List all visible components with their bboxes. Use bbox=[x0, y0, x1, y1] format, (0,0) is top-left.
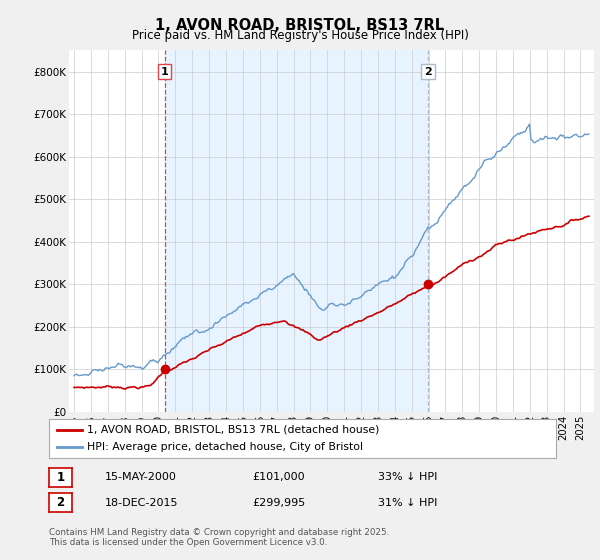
Text: £299,995: £299,995 bbox=[252, 498, 305, 508]
Text: 33% ↓ HPI: 33% ↓ HPI bbox=[378, 472, 437, 482]
Text: 31% ↓ HPI: 31% ↓ HPI bbox=[378, 498, 437, 508]
Bar bbox=[165, 50, 428, 412]
Text: Price paid vs. HM Land Registry's House Price Index (HPI): Price paid vs. HM Land Registry's House … bbox=[131, 29, 469, 42]
Text: HPI: Average price, detached house, City of Bristol: HPI: Average price, detached house, City… bbox=[87, 442, 363, 452]
Text: 18-DEC-2015: 18-DEC-2015 bbox=[105, 498, 179, 508]
Text: 1, AVON ROAD, BRISTOL, BS13 7RL: 1, AVON ROAD, BRISTOL, BS13 7RL bbox=[155, 18, 445, 33]
Text: 15-MAY-2000: 15-MAY-2000 bbox=[105, 472, 177, 482]
Text: 1, AVON ROAD, BRISTOL, BS13 7RL (detached house): 1, AVON ROAD, BRISTOL, BS13 7RL (detache… bbox=[87, 424, 380, 435]
Text: 2: 2 bbox=[56, 496, 65, 510]
Text: 1: 1 bbox=[56, 470, 65, 484]
Text: 2: 2 bbox=[424, 67, 432, 77]
Text: £101,000: £101,000 bbox=[252, 472, 305, 482]
Text: Contains HM Land Registry data © Crown copyright and database right 2025.
This d: Contains HM Land Registry data © Crown c… bbox=[49, 528, 389, 547]
Text: 1: 1 bbox=[161, 67, 169, 77]
